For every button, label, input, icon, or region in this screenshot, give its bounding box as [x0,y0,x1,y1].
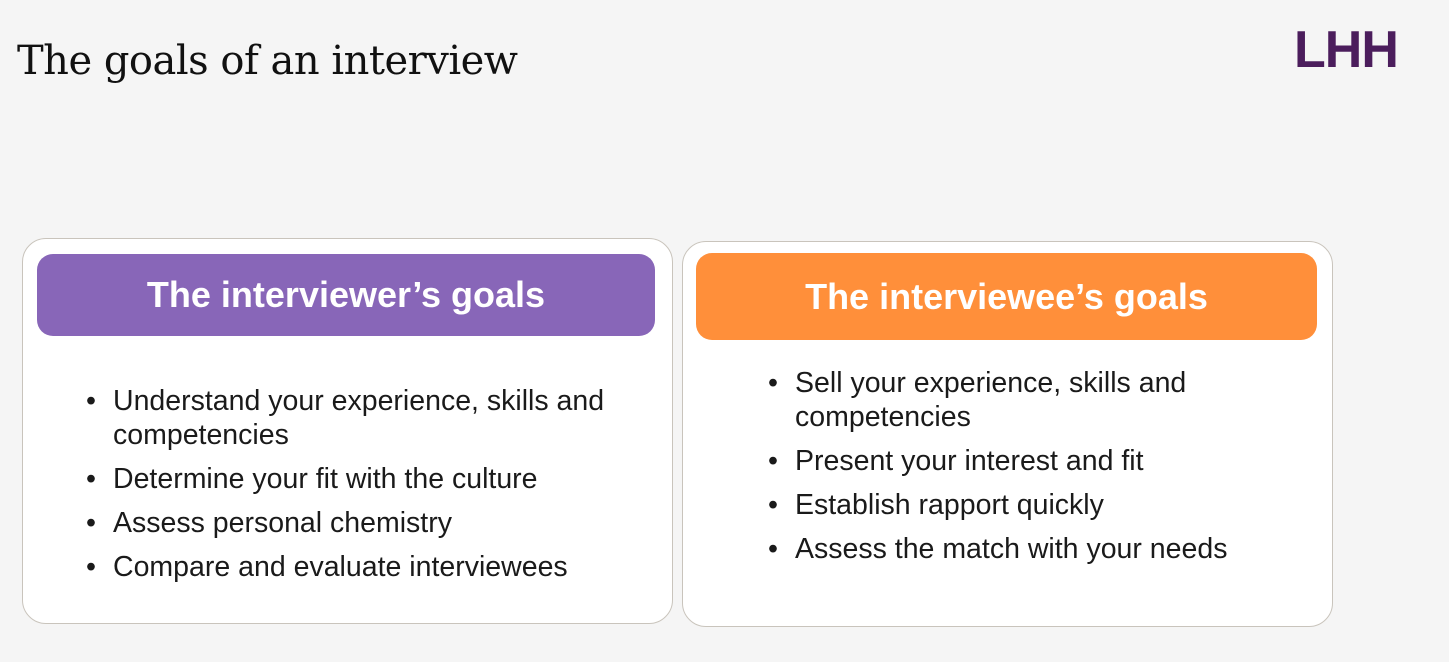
interviewee-goal-item: • Present your interest and fit [768,444,1288,478]
interviewee-goal-text: Sell your experience, skills and compete… [795,367,1187,433]
interviewer-goal-item: • Determine your fit with the culture [86,462,646,496]
bullet-icon: • [768,489,778,521]
interviewee-goal-text: Establish rapport quickly [795,489,1104,521]
interviewer-goal-item: • Compare and evaluate interviewees [86,550,646,584]
bullet-icon: • [768,533,778,565]
interviewee-goal-text: Present your interest and fit [795,445,1144,477]
interviewee-goals-heading: The interviewee’s goals [696,253,1317,340]
bullet-icon: • [86,385,96,417]
interviewer-goal-text: Understand your experience, skills and c… [113,385,605,451]
interviewer-goal-text: Determine your fit with the culture [113,463,538,495]
bullet-icon: • [768,445,778,477]
interviewer-goal-text: Assess personal chemistry [113,507,452,539]
interviewee-goal-item: • Establish rapport quickly [768,488,1288,522]
slide-title: The goals of an interview [17,38,518,84]
bullet-icon: • [768,367,778,399]
lhh-logo: LHH [1294,21,1399,79]
interviewer-goal-text: Compare and evaluate interviewees [113,551,568,583]
bullet-icon: • [86,463,96,495]
interviewee-goal-item: • Sell your experience, skills and compet… [768,366,1288,434]
bullet-icon: • [86,507,96,539]
interviewer-goal-item: • Understand your experience, skills and … [86,384,646,452]
interviewer-goals-heading: The interviewer’s goals [37,254,655,336]
interviewer-goal-item: • Assess personal chemistry [86,506,646,540]
interviewee-goal-item: • Assess the match with your needs [768,532,1288,566]
interviewee-goal-text: Assess the match with your needs [795,533,1228,565]
interviewer-goals-list: • Understand your experience, skills and … [86,384,646,594]
interviewee-goals-list: • Sell your experience, skills and compet… [768,366,1288,576]
bullet-icon: • [86,551,96,583]
